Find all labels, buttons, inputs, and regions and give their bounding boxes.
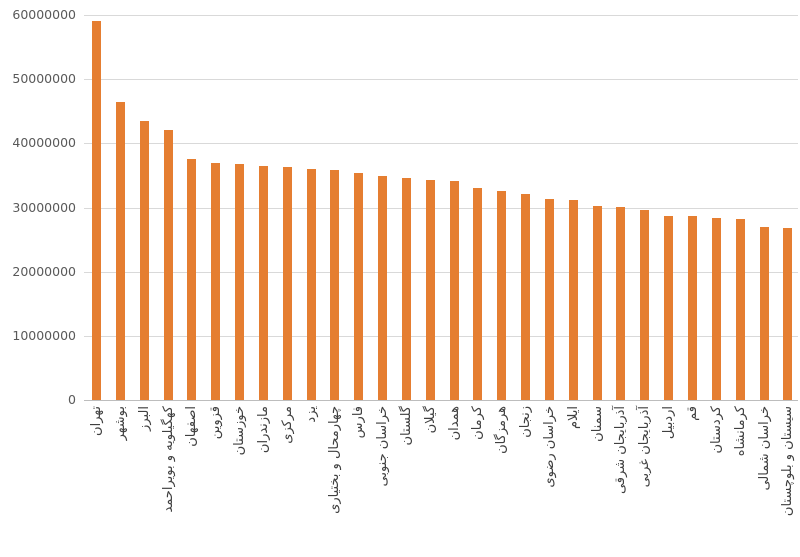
bar xyxy=(211,162,221,400)
gridline xyxy=(84,336,798,337)
bar xyxy=(258,165,268,400)
y-tick-label: 0 xyxy=(68,392,76,407)
y-tick-label: 50000000 xyxy=(12,71,76,86)
x-axis-line xyxy=(84,400,798,401)
x-category-label: خراسان شمالی xyxy=(756,406,772,491)
y-tick-label: 30000000 xyxy=(12,200,76,215)
bar xyxy=(425,179,435,400)
bar xyxy=(664,215,674,400)
x-category-label: یزد xyxy=(303,406,319,423)
gridline xyxy=(84,272,798,273)
bar xyxy=(640,210,650,400)
x-category-label: مرکزی xyxy=(279,406,295,444)
bar xyxy=(401,177,411,400)
y-tick-label: 60000000 xyxy=(12,7,76,22)
bar xyxy=(449,181,459,400)
x-category-label: تهران xyxy=(89,406,104,436)
gridline xyxy=(84,208,798,209)
y-tick-label: 10000000 xyxy=(12,328,76,343)
bar xyxy=(497,191,507,400)
bar xyxy=(735,219,745,400)
y-tick-label: 40000000 xyxy=(12,135,76,150)
x-category-label: خراسان جنوبی xyxy=(375,406,391,487)
x-category-label: خوزستان xyxy=(232,406,248,456)
bar xyxy=(187,159,197,400)
x-category-label: چهارمحال و بختیاری xyxy=(327,406,343,514)
x-category-label: اصفهان xyxy=(184,406,200,447)
x-category-label: خراسان رضوی xyxy=(541,406,557,488)
bar xyxy=(616,206,626,400)
x-category-label: سمنان xyxy=(589,406,605,442)
bar xyxy=(115,102,125,400)
bar xyxy=(282,167,292,400)
x-category-label: هرمزگان xyxy=(494,406,510,454)
bar xyxy=(783,228,793,400)
x-category-label: گیلان xyxy=(422,406,438,434)
gridline xyxy=(84,15,798,16)
bar xyxy=(139,120,149,400)
x-category-label: فارس xyxy=(351,406,367,439)
x-category-label: آذربایجان غربی xyxy=(637,406,653,488)
bar xyxy=(521,194,531,400)
x-category-label: کردستان xyxy=(708,406,724,454)
x-category-label: آذربایجان شرقی xyxy=(613,406,629,495)
x-category-label: قزوین xyxy=(208,406,224,440)
bar xyxy=(330,170,340,400)
bar xyxy=(759,226,769,400)
gridline xyxy=(84,79,798,80)
bar xyxy=(592,205,602,400)
x-category-label: کهگیلویه و بویراحمد xyxy=(160,406,176,513)
x-category-label: اردبیل xyxy=(661,406,677,440)
bar xyxy=(163,129,173,400)
bar xyxy=(378,176,388,400)
x-category-label: البرز xyxy=(136,406,152,431)
bar xyxy=(92,21,101,400)
bar xyxy=(235,163,245,400)
bar xyxy=(473,187,483,400)
x-category-label: سیستان و بلوچستان xyxy=(780,406,796,517)
x-category-label: کرمانشاه xyxy=(732,406,748,457)
bar xyxy=(544,199,554,400)
bar xyxy=(306,169,316,400)
x-category-label: مازندران xyxy=(255,406,271,454)
y-tick-label: 20000000 xyxy=(12,264,76,279)
x-category-label: همدان xyxy=(446,406,462,441)
x-category-label: قم xyxy=(685,406,700,421)
bar xyxy=(688,216,697,400)
bar xyxy=(354,172,364,400)
x-category-label: زنجان xyxy=(518,406,534,438)
bar xyxy=(568,200,578,400)
x-category-label: گلستان xyxy=(398,406,414,446)
x-category-label: ایلام xyxy=(565,406,581,430)
x-category-label: بوشهر xyxy=(112,406,128,441)
gridline xyxy=(84,143,798,144)
x-category-label: کرمان xyxy=(470,406,486,440)
bar xyxy=(711,218,721,400)
